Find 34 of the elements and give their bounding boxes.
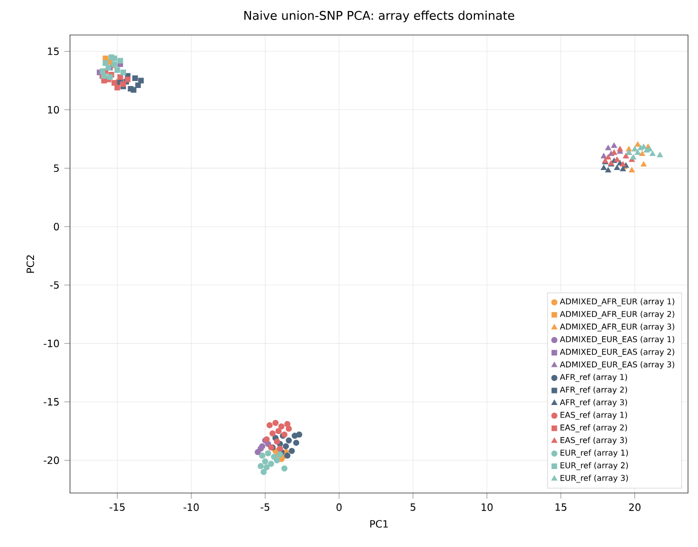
legend-label: ADMIXED_AFR_EUR (array 2)	[560, 310, 674, 319]
legend-label: AFR_ref (array 1)	[560, 374, 628, 382]
legend-label: EAS_ref (array 3)	[560, 436, 627, 445]
legend-label: EUR_ref (array 3)	[560, 474, 628, 483]
y-tick-label: 0	[54, 222, 59, 230]
legend-label: ADMIXED_EUR_EAS (array 3)	[560, 361, 674, 370]
x-tick-label: 10	[482, 503, 493, 511]
legend-label: EAS_ref (array 2)	[560, 424, 627, 432]
y-tick-label: 15	[48, 48, 59, 56]
x-tick-label: -15	[110, 503, 125, 511]
legend-label: ADMIXED_AFR_EUR (array 3)	[560, 323, 674, 332]
legend-label: AFR_ref (array 2)	[560, 386, 628, 394]
x-tick-label: 5	[410, 503, 416, 511]
legend-label: ADMIXED_EUR_EAS (array 2)	[560, 348, 674, 357]
legend-label: EUR_ref (array 2)	[560, 462, 628, 470]
x-tick-label: 20	[629, 503, 640, 511]
x-tick-label: -5	[260, 503, 270, 511]
y-tick-label: 10	[48, 106, 59, 114]
legend-label: EAS_ref (array 1)	[560, 412, 627, 420]
x-tick-label: 0	[336, 503, 342, 511]
y-tick-label: -15	[44, 398, 59, 406]
legend-label: AFR_ref (array 3)	[560, 399, 628, 408]
legend-label: ADMIXED_EUR_EAS (array 1)	[560, 336, 674, 344]
y-tick-label: -20	[44, 456, 59, 464]
y-tick-label: -10	[44, 340, 59, 348]
y-tick-label: -5	[50, 281, 59, 289]
legend-label: ADMIXED_AFR_EUR (array 1)	[560, 298, 674, 306]
x-tick-label: -10	[184, 503, 199, 511]
legend-label: EUR_ref (array 1)	[560, 450, 628, 458]
x-tick-label: 15	[556, 503, 566, 511]
y-axis-title: PC2	[26, 255, 34, 273]
x-axis-title: PC1	[370, 520, 388, 528]
chart-title: Naive union-SNP PCA: array effects dominate	[244, 10, 514, 22]
y-tick-label: 5	[54, 164, 59, 172]
